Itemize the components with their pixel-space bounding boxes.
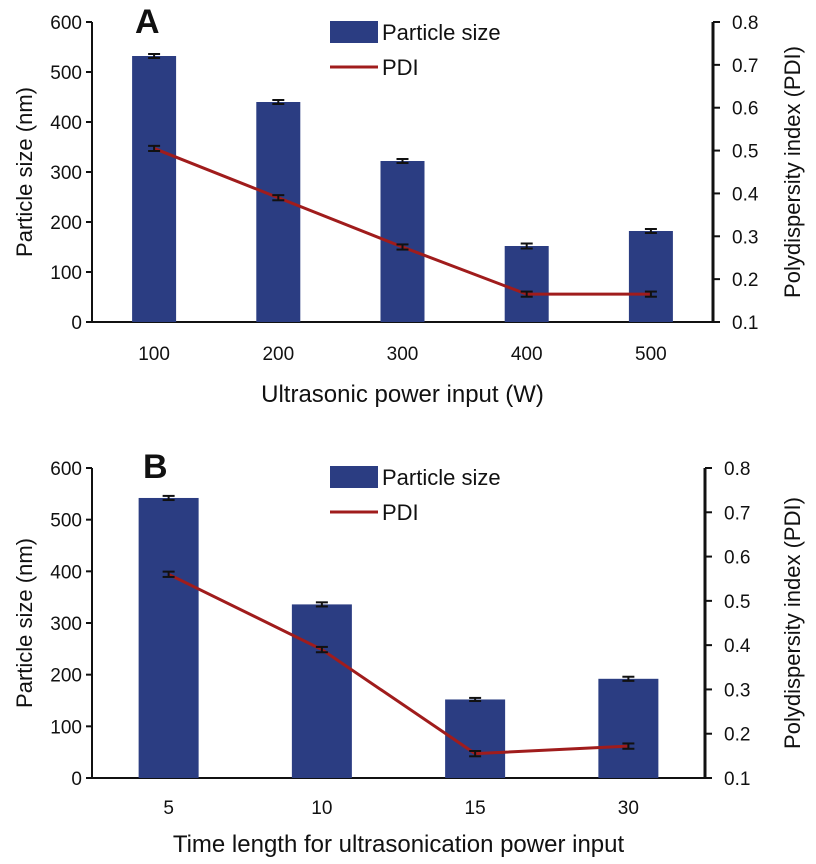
y2-tick-label: 0.6 <box>724 548 750 569</box>
y2-tick-label: 0.3 <box>724 680 750 701</box>
y-tick-label: 200 <box>50 213 82 234</box>
y2-tick-label: 0.8 <box>724 459 750 480</box>
y-tick-label: 300 <box>50 163 82 184</box>
x-tick-label: 30 <box>618 798 639 819</box>
y2-tick-label: 0.1 <box>724 769 750 790</box>
y-tick-label: 300 <box>50 614 82 635</box>
legend-label-pdi: PDI <box>382 55 419 80</box>
y-axis-title: Particle size (nm) <box>12 87 37 257</box>
y-tick-label: 600 <box>50 13 82 34</box>
y2-tick-label: 0.4 <box>732 184 759 205</box>
y-tick-label: 500 <box>50 511 82 532</box>
bar-particle-size <box>291 604 352 778</box>
x-tick-label: 100 <box>138 344 170 365</box>
legend-label-particle-size: Particle size <box>382 20 501 45</box>
x-tick-label: 15 <box>465 798 486 819</box>
y2-tick-label: 0.6 <box>732 99 758 120</box>
y-tick-label: 400 <box>50 113 82 134</box>
y2-tick-label: 0.8 <box>732 13 758 34</box>
legend: Particle size PDI <box>330 20 501 80</box>
panel-label: B <box>143 448 168 486</box>
x-tick-label: 400 <box>511 344 543 365</box>
y-tick-label: 600 <box>50 459 82 480</box>
bar-particle-size <box>598 678 659 778</box>
bar-particle-size <box>256 102 301 322</box>
x-axis-title: Ultrasonic power input (W) <box>261 381 544 408</box>
y2-axis-title: Polydispersity index (PDI) <box>780 497 805 749</box>
x-tick-label: 5 <box>163 798 174 819</box>
line-pdi <box>167 572 629 756</box>
x-tick-label: 500 <box>635 344 667 365</box>
y-tick-label: 500 <box>50 63 82 84</box>
y-tick-label: 0 <box>71 313 82 334</box>
y2-tick-label: 0.5 <box>724 592 750 613</box>
y2-tick-label: 0.5 <box>732 142 758 163</box>
y2-tick-label: 0.4 <box>724 636 751 657</box>
y2-tick-label: 0.7 <box>732 56 758 77</box>
x-tick-label: 200 <box>262 344 294 365</box>
legend-swatch-particle-size <box>330 21 378 43</box>
x-tick-label: 300 <box>387 344 419 365</box>
y-axis-title: Particle size (nm) <box>12 538 37 708</box>
y2-tick-label: 0.1 <box>732 313 758 334</box>
bar-particle-size <box>628 231 673 322</box>
bar-particle-size <box>132 56 177 322</box>
legend: Particle size PDI <box>330 465 501 525</box>
y-tick-label: 200 <box>50 666 82 687</box>
x-axis-title: Time length for ultrasonication power in… <box>173 831 625 858</box>
y2-tick-label: 0.2 <box>732 270 758 291</box>
bar-particle-size <box>138 497 199 778</box>
legend-label-particle-size: Particle size <box>382 465 501 490</box>
x-tick-label: 10 <box>311 798 332 819</box>
y-tick-label: 0 <box>71 769 82 790</box>
y2-tick-label: 0.7 <box>724 503 750 524</box>
panel-label: A <box>135 3 160 41</box>
y-tick-label: 100 <box>50 263 82 284</box>
chart-panel-b: 0 100 200 300 400 500 600 0.1 0.2 0.3 0.4 0.5 0.6 0.7… <box>12 448 805 858</box>
bar-particle-size <box>504 246 549 322</box>
chart-panel-a: 0 100 200 300 400 500 600 0.1 0.2 0.3 0.4 0.5 0.6 0.7… <box>12 3 805 408</box>
y-tick-label: 100 <box>50 717 82 738</box>
y2-tick-label: 0.3 <box>732 227 758 248</box>
y2-axis-title: Polydispersity index (PDI) <box>780 46 805 298</box>
legend-label-pdi: PDI <box>382 500 419 525</box>
legend-swatch-particle-size <box>330 466 378 488</box>
y2-tick-label: 0.2 <box>724 725 750 746</box>
y-tick-label: 400 <box>50 562 82 583</box>
